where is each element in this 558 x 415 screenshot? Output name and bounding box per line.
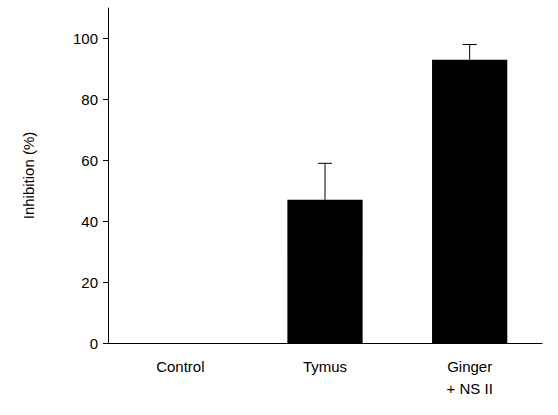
- svg-text:Control: Control: [156, 358, 204, 375]
- svg-text:+ NS II: + NS II: [447, 380, 493, 397]
- svg-text:0: 0: [90, 335, 98, 352]
- svg-text:Inhibition (%): Inhibition (%): [20, 132, 37, 220]
- svg-text:20: 20: [81, 274, 98, 291]
- svg-text:Tymus: Tymus: [303, 358, 347, 375]
- svg-text:60: 60: [81, 152, 98, 169]
- svg-text:80: 80: [81, 91, 98, 108]
- svg-text:100: 100: [73, 30, 98, 47]
- svg-text:40: 40: [81, 213, 98, 230]
- svg-text:Ginger: Ginger: [447, 358, 492, 375]
